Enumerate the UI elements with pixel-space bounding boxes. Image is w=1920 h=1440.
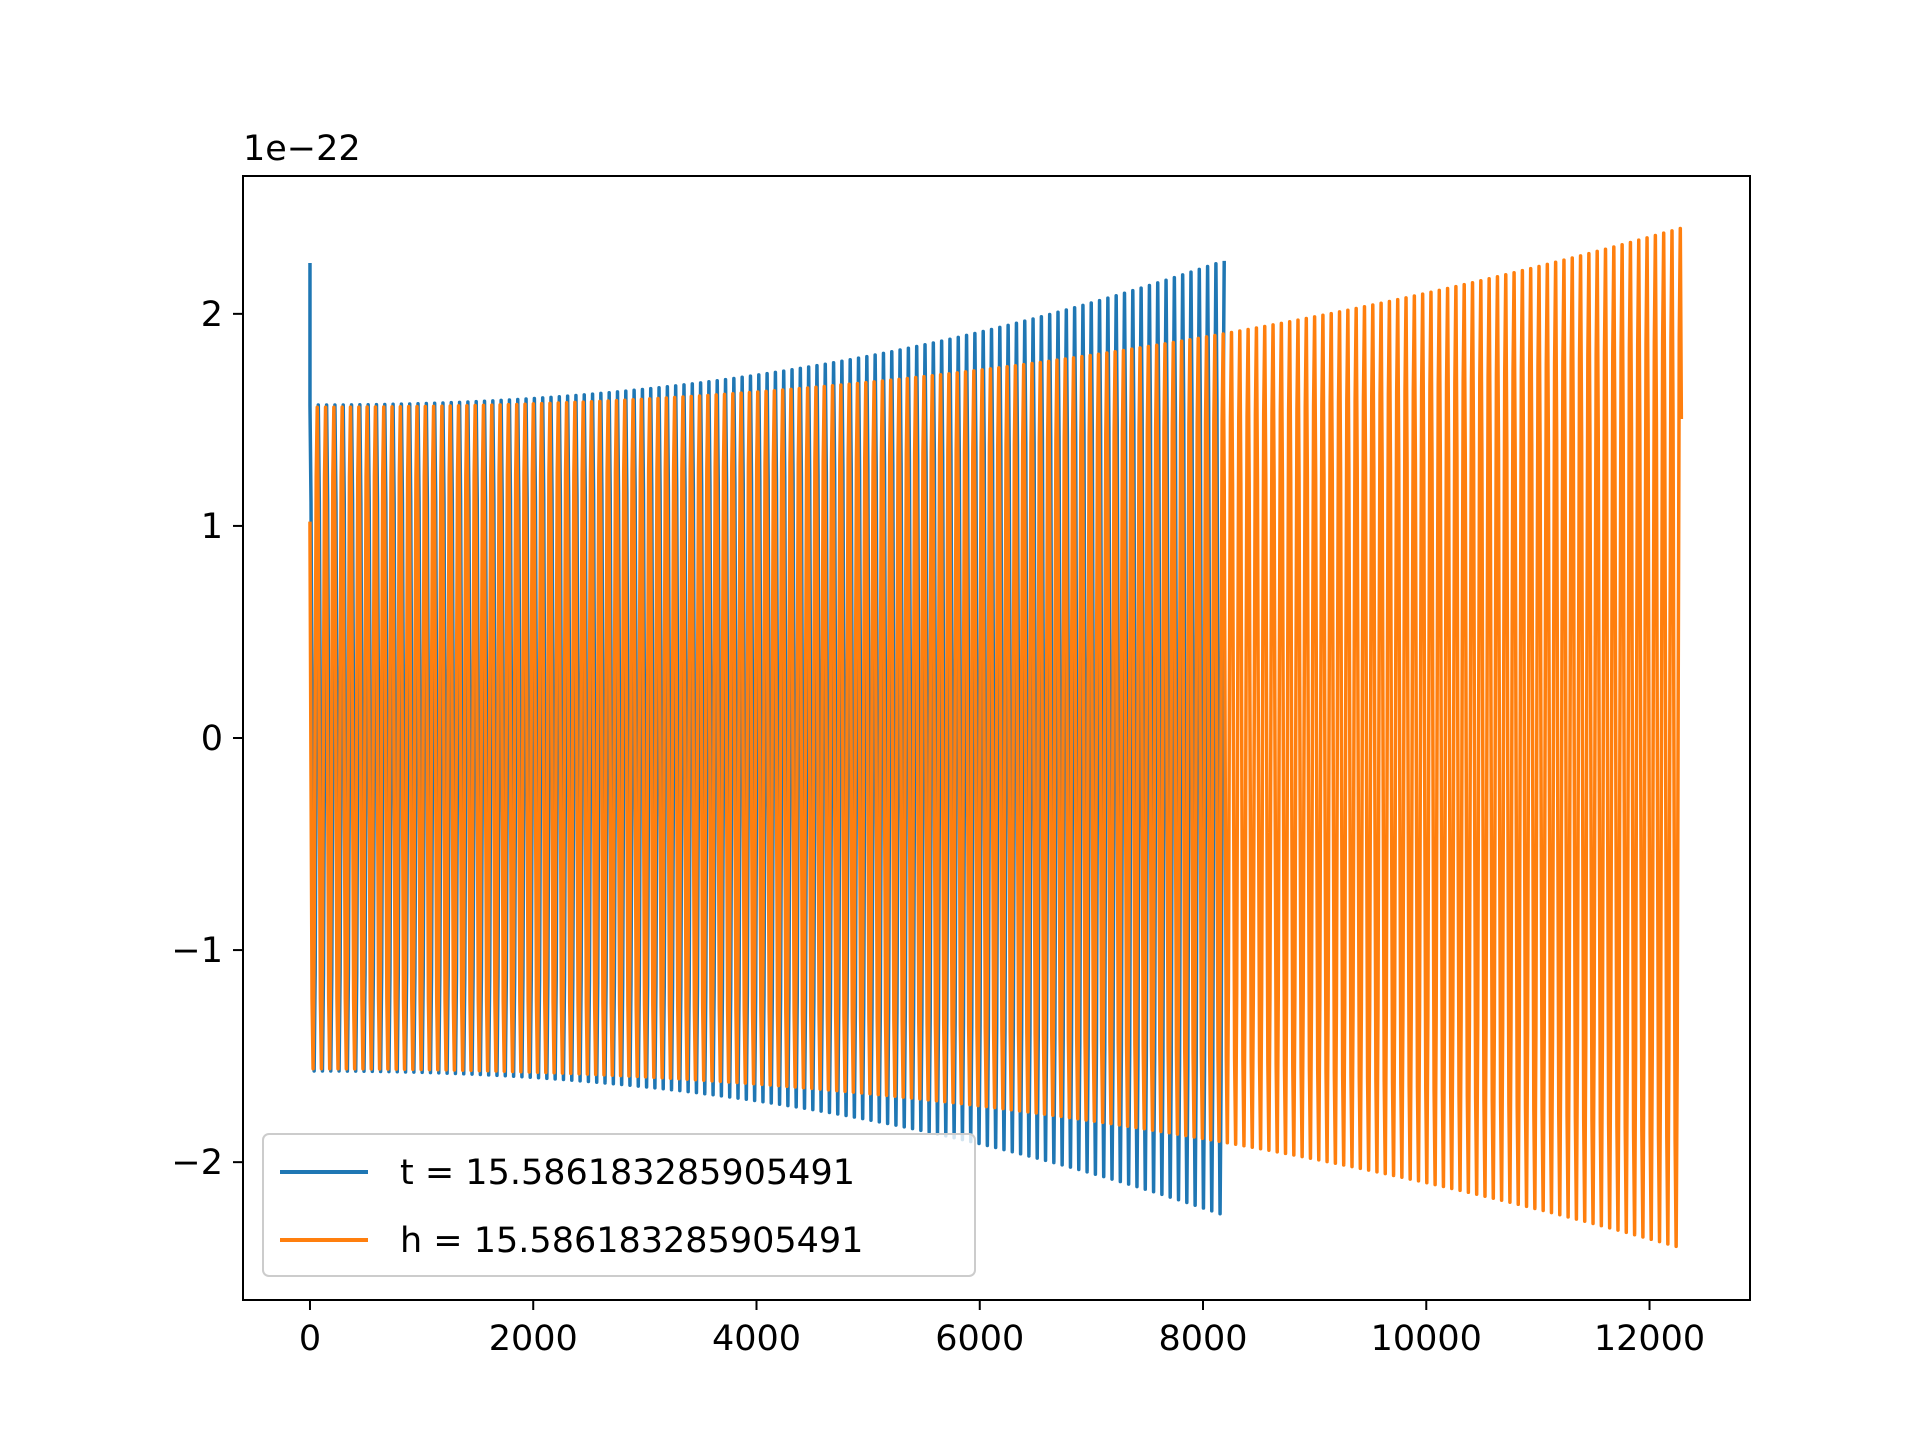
y-axis: −2 −1 0 1 2: [171, 295, 243, 1183]
x-tick-label: 2000: [489, 1319, 578, 1359]
y-tick-label: −2: [171, 1143, 223, 1183]
x-tick-label: 4000: [712, 1319, 801, 1359]
y-offset-label: 1e−22: [243, 129, 361, 169]
y-tick-label: 0: [201, 719, 223, 759]
series-line-2: [308, 226, 1684, 1249]
x-tick-label: 10000: [1371, 1319, 1482, 1359]
legend-label-2: h = 15.586183285905491: [400, 1221, 863, 1261]
x-tick-label: 6000: [935, 1319, 1024, 1359]
x-axis: 0 2000 4000 6000 8000 10000 12000: [299, 1300, 1705, 1359]
x-tick-label: 8000: [1158, 1319, 1247, 1359]
legend-box: [262, 1133, 976, 1277]
legend: t = 15.586183285905491 h = 15.58618328590…: [262, 1133, 976, 1277]
x-tick-label: 0: [299, 1319, 321, 1359]
legend-label-1: t = 15.586183285905491: [400, 1153, 855, 1193]
y-tick-label: 1: [201, 507, 223, 547]
y-tick-label: −1: [171, 931, 223, 971]
y-tick-label: 2: [201, 295, 223, 335]
series-layer: [308, 226, 1684, 1249]
x-tick-label: 12000: [1594, 1319, 1705, 1359]
